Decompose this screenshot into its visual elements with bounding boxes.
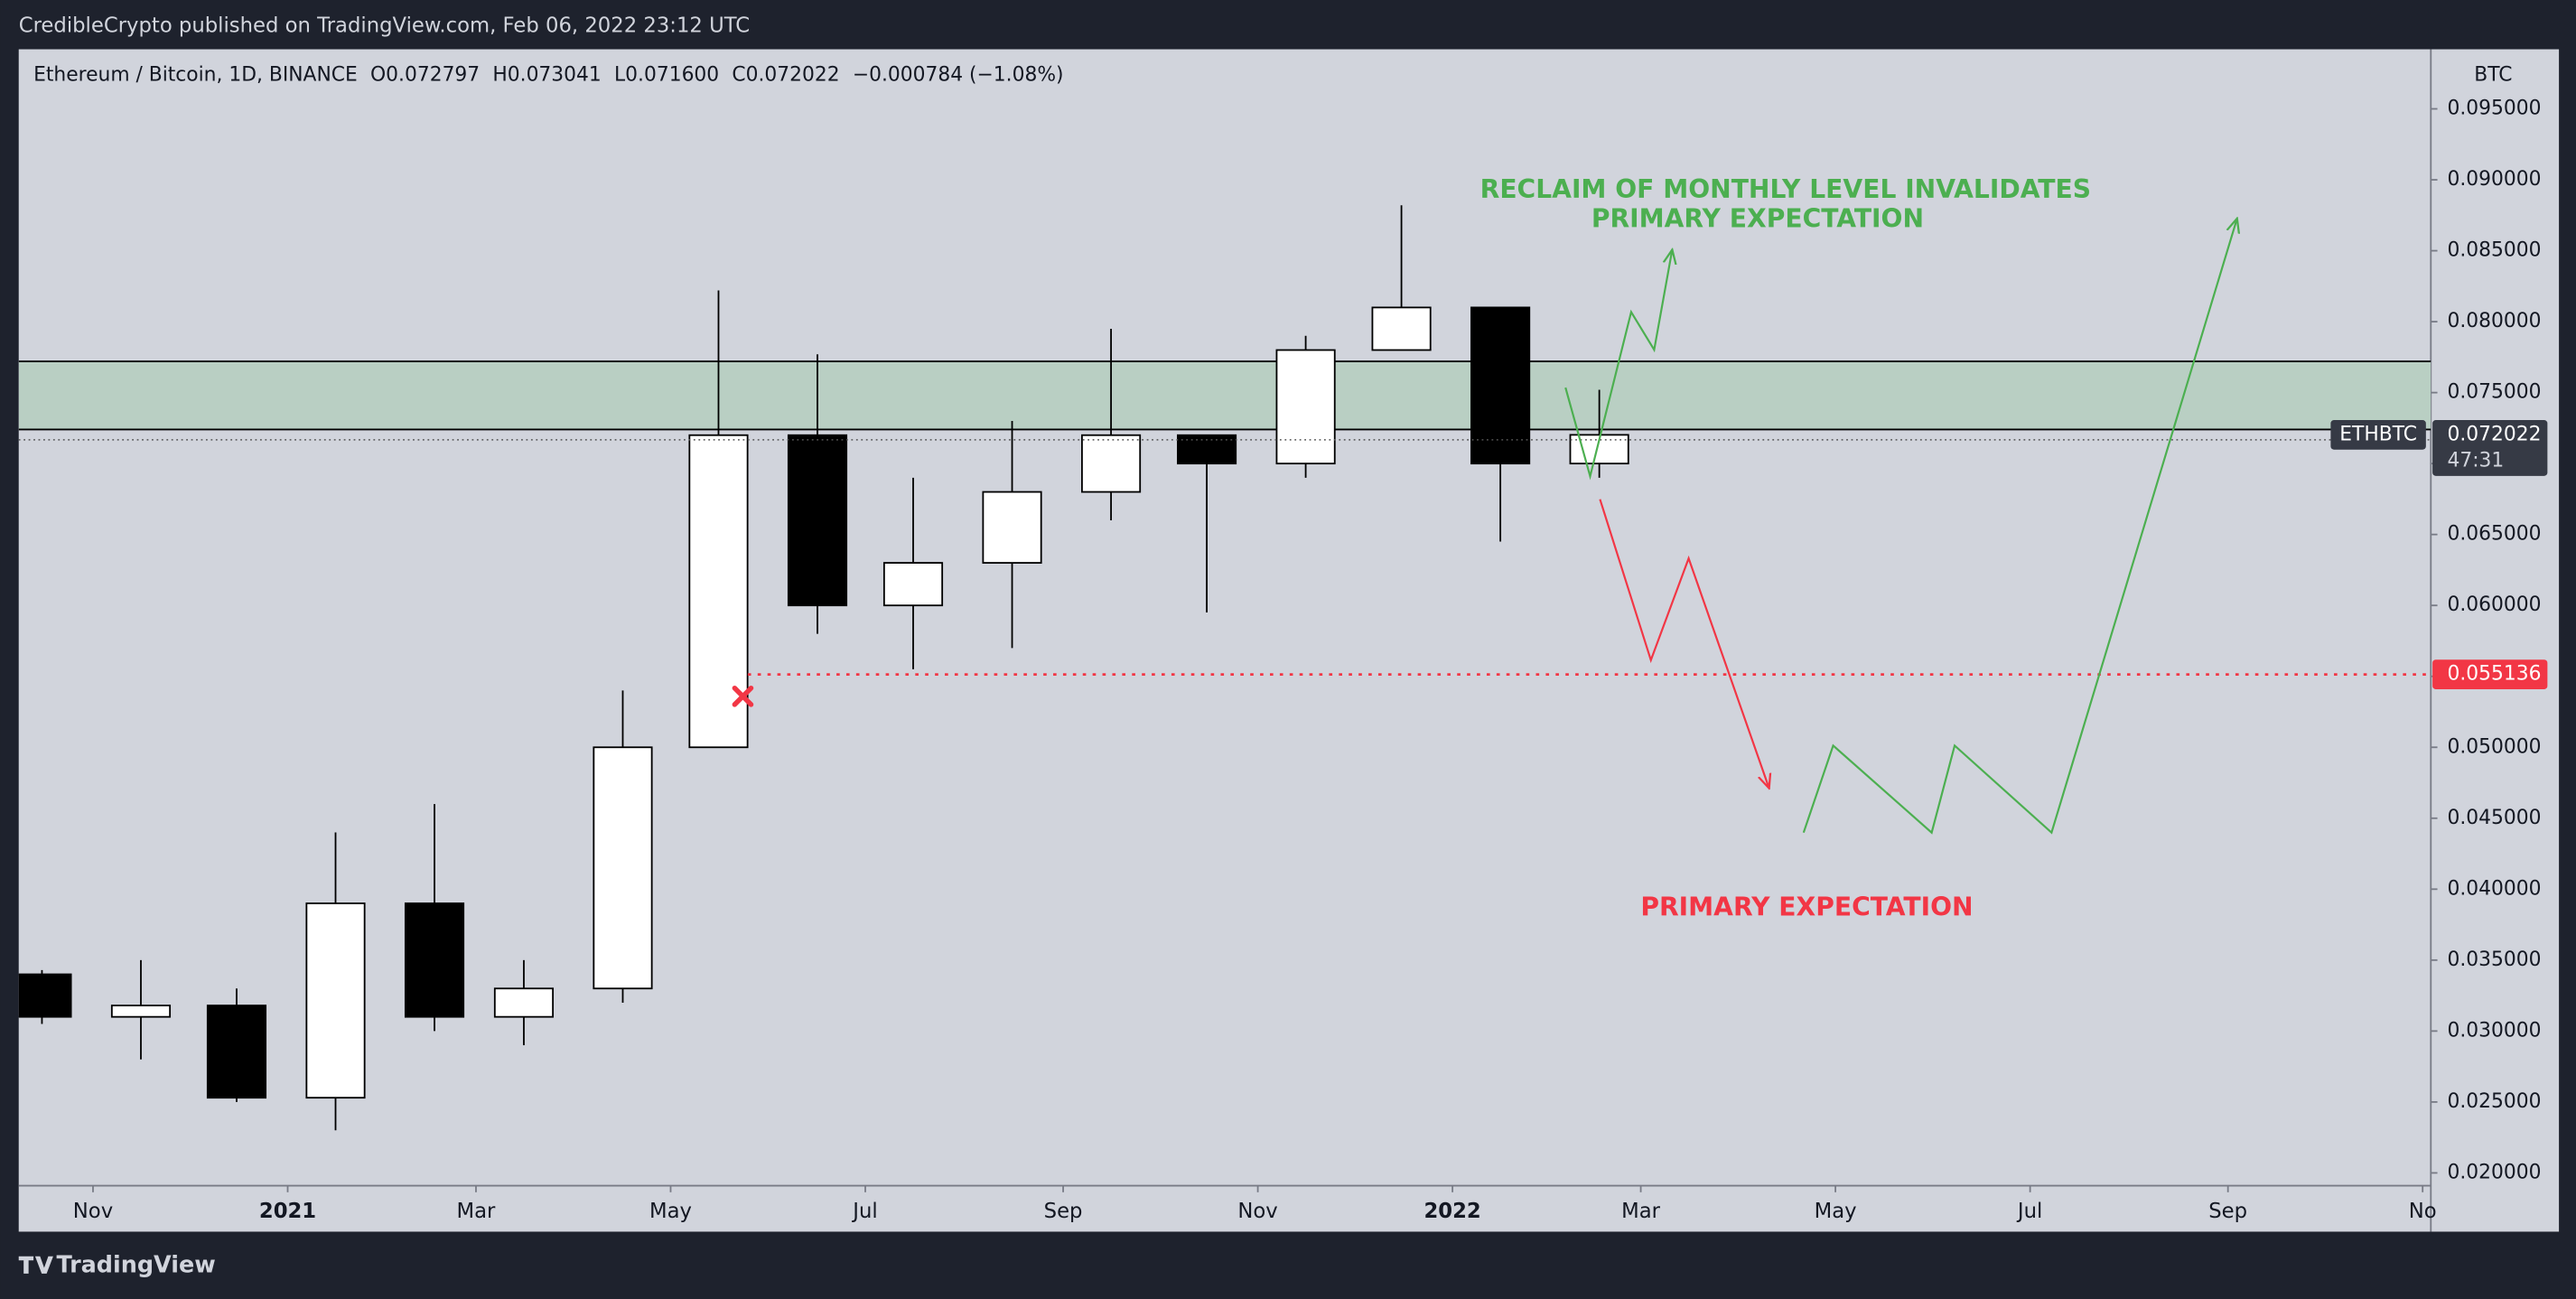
symbol-badge — [2330, 420, 2426, 450]
candle-body — [882, 562, 944, 607]
y-tick-label: 0.090000 — [2447, 168, 2541, 191]
legend-value: 0.072797 — [386, 64, 480, 87]
projection-up — [1564, 249, 1672, 481]
y-tick-label: 0.035000 — [2447, 949, 2541, 971]
y-tick-label: 0.065000 — [2447, 523, 2541, 546]
candle-body — [206, 1005, 267, 1099]
x-tick-label: Mar — [457, 1200, 497, 1223]
x-tick-label: 2022 — [1424, 1200, 1481, 1223]
candle-body — [404, 902, 465, 1018]
legend-label: O — [370, 64, 386, 87]
y-tick-label: 0.040000 — [2447, 877, 2541, 900]
annotation: PRIMARY EXPECTATION — [1591, 204, 1924, 234]
candle — [493, 959, 555, 1046]
candle-body — [493, 987, 555, 1018]
x-tick-label: 2021 — [259, 1200, 316, 1223]
x-tick-label: Sep — [2208, 1200, 2247, 1223]
legend-label: H — [492, 64, 507, 87]
countdown-label: 47:31 — [2447, 449, 2504, 472]
projection-down — [1599, 499, 1769, 789]
projection-recovery — [1802, 219, 2237, 835]
level-label: 0.055136 — [2447, 663, 2541, 686]
candle-body — [593, 746, 653, 990]
legend: Ethereum / Bitcoin, 1D, BINANCE O0.07279… — [33, 64, 1063, 87]
candle-body — [1275, 349, 1336, 465]
candle — [593, 690, 653, 1003]
candle — [206, 988, 267, 1102]
annotation: PRIMARY EXPECTATION — [1640, 892, 1973, 921]
candle-body — [688, 434, 749, 749]
time-axis — [18, 1185, 2431, 1232]
candle-body — [1081, 434, 1142, 493]
level-badge — [2432, 659, 2548, 689]
candle — [882, 477, 944, 669]
x-tick-label: Nov — [73, 1200, 113, 1223]
x-tick-label: Nov — [1237, 1200, 1277, 1223]
y-tick-label: 0.020000 — [2447, 1161, 2541, 1183]
symbol-title: Ethereum / Bitcoin, 1D, BINANCE — [33, 64, 358, 87]
symbol-label: ETHBTC — [2339, 423, 2417, 445]
cross-marker — [732, 685, 754, 707]
legend-label: C — [732, 64, 745, 87]
brand: TradingView — [57, 1252, 216, 1279]
legend-label: L — [614, 64, 626, 87]
brand-logo — [18, 1256, 53, 1274]
axes: 0.020000 0.025000 0.030000 0.035000 0.040000… — [73, 98, 2548, 1223]
x-tick-label: May — [649, 1200, 692, 1223]
legend-change: −0.000784 (−1.08%) — [853, 64, 1064, 87]
candle — [1275, 335, 1336, 478]
candle — [1081, 328, 1142, 520]
x-tick-label: No — [2409, 1200, 2437, 1223]
candle — [787, 354, 848, 634]
price-label: 0.072022 — [2447, 423, 2541, 445]
overlay: RECLAIM OF MONTHLY LEVEL INVALIDATES PRI… — [732, 174, 2237, 921]
y-tick-label: 0.060000 — [2447, 593, 2541, 616]
candle-body — [787, 434, 848, 607]
y-tick-label: 0.030000 — [2447, 1019, 2541, 1042]
x-tick-label: Sep — [1044, 1200, 1083, 1223]
candle-body — [982, 491, 1042, 564]
candle-body — [1470, 306, 1531, 465]
legend-value: 0.073041 — [508, 64, 602, 87]
zone — [18, 361, 2431, 430]
candle — [1371, 205, 1432, 351]
y-tick-label: 0.025000 — [2447, 1090, 2541, 1113]
y-tick-label: 0.050000 — [2447, 735, 2541, 758]
plot-area — [18, 49, 2431, 1186]
annotation: RECLAIM OF MONTHLY LEVEL INVALIDATES — [1480, 174, 2091, 204]
x-tick-label: May — [1815, 1200, 1857, 1223]
x-tick-label: Mar — [1621, 1200, 1661, 1223]
y-tick-label: 0.095000 — [2447, 98, 2541, 120]
price-badge — [2432, 420, 2548, 476]
y-tick-label: 0.080000 — [2447, 310, 2541, 332]
candle-body — [305, 902, 366, 1099]
y-unit: BTC — [2474, 64, 2512, 87]
candle — [982, 421, 1042, 649]
header-text: CredibleCrypto published on TradingView.… — [19, 14, 750, 38]
candle-body — [1371, 306, 1432, 351]
legend-value: 0.071600 — [625, 64, 719, 87]
candle — [305, 832, 366, 1131]
y-tick-label: 0.075000 — [2447, 381, 2541, 404]
legend-value: 0.072022 — [746, 64, 840, 87]
candle-body — [110, 1005, 172, 1018]
candle — [688, 290, 749, 749]
x-tick-label: Jul — [2016, 1200, 2042, 1223]
y-tick-label: 0.045000 — [2447, 807, 2541, 829]
candle-body — [18, 973, 72, 1018]
candle — [404, 804, 465, 1032]
candle — [1470, 306, 1531, 542]
x-tick-label: Jul — [851, 1200, 877, 1223]
candle — [18, 969, 72, 1024]
y-tick-label: 0.085000 — [2447, 239, 2541, 262]
candle — [110, 959, 172, 1060]
plot — [18, 205, 2431, 1131]
price-axis — [2431, 49, 2560, 1232]
